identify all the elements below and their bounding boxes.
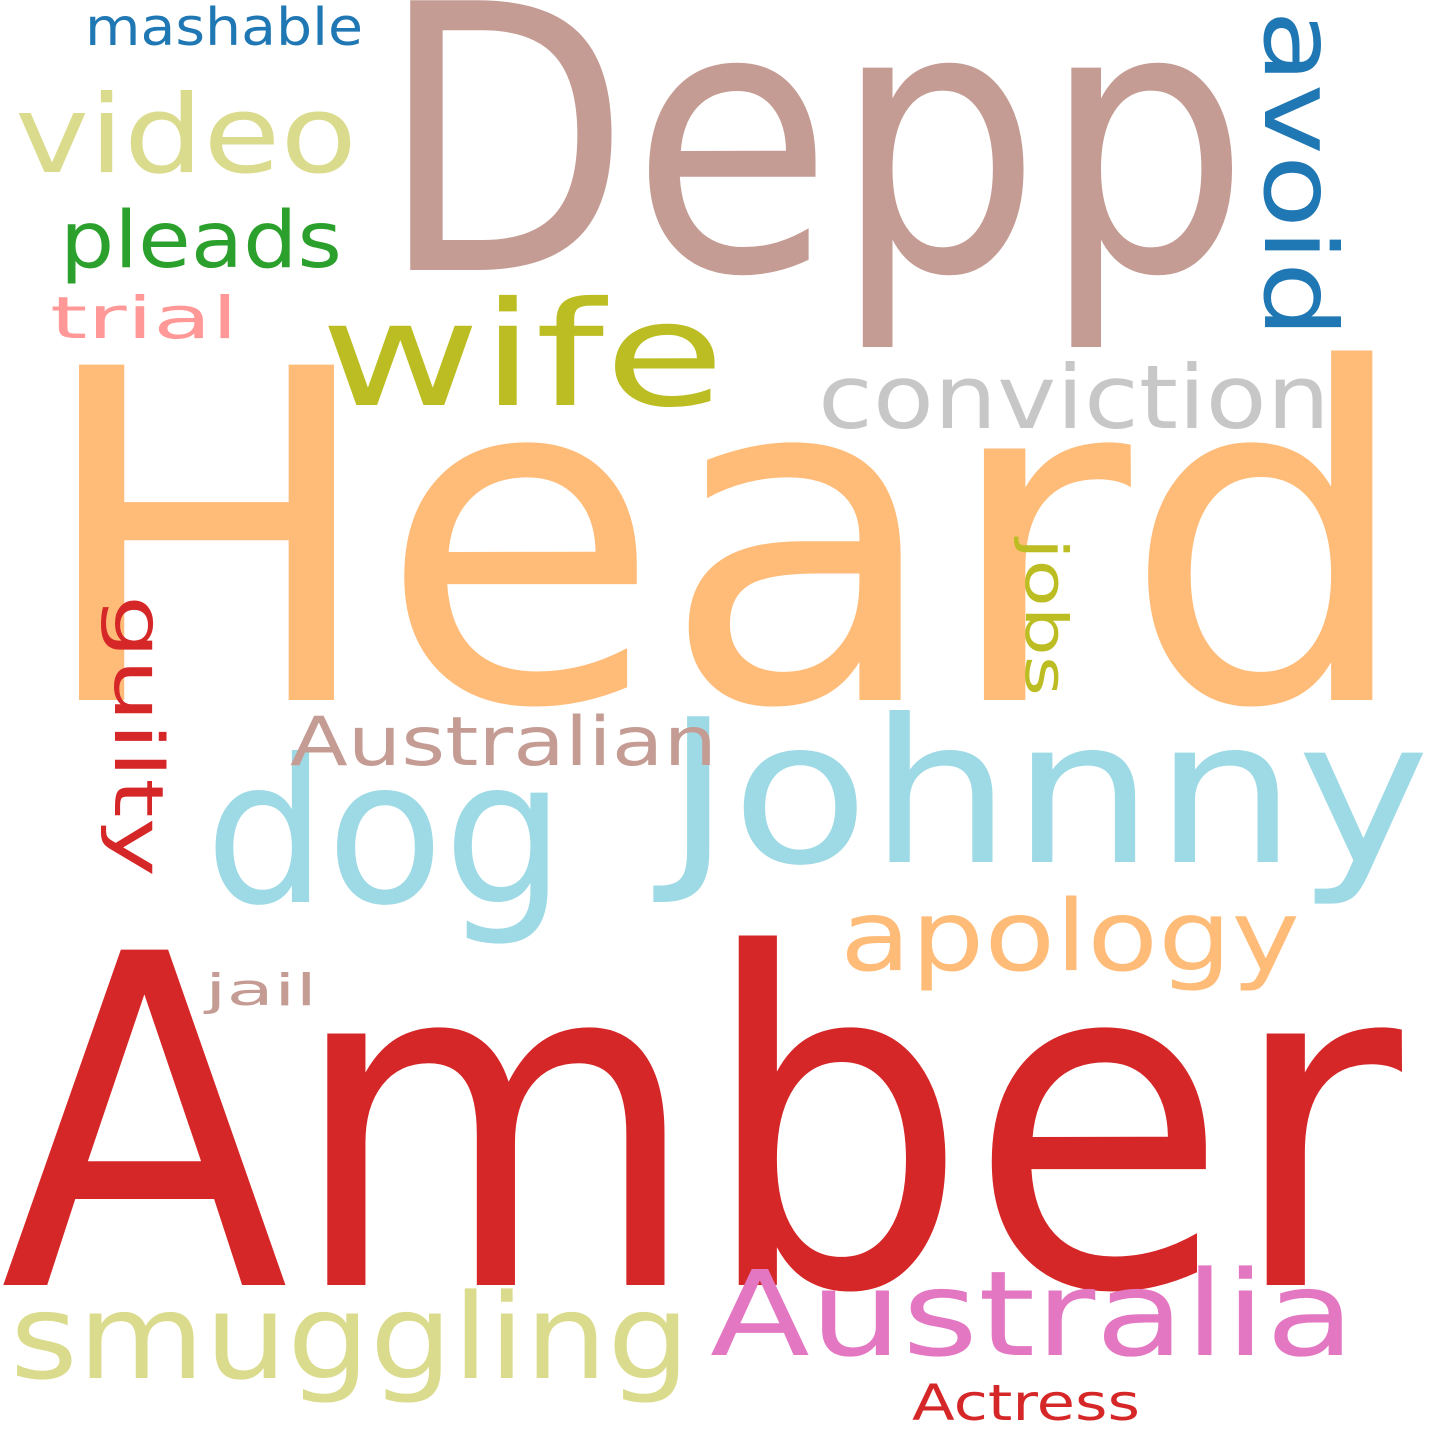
word-guilty: guilty	[98, 595, 177, 877]
word-johnny: Johnny	[653, 677, 1430, 910]
word-pleads: pleads	[60, 196, 342, 286]
word-heard: Heard	[34, 274, 1414, 809]
word-conviction: conviction	[818, 346, 1330, 449]
word-jobs: jobs	[1012, 535, 1080, 696]
word-dog: dog	[205, 717, 565, 950]
word-australian: Australian	[290, 703, 717, 782]
word-avoid: avoid	[1241, 10, 1358, 338]
word-mashable: mashable	[85, 0, 363, 58]
word-actress: Actress	[912, 1374, 1140, 1432]
word-depp: Depp	[378, 0, 1250, 358]
word-jail: jail	[203, 965, 317, 1016]
word-apology: apology	[840, 880, 1300, 994]
word-wife: wife	[320, 271, 725, 440]
word-trial: trial	[50, 284, 238, 352]
word-amber: Amber	[0, 859, 1407, 1394]
word-australia: Australia	[710, 1245, 1355, 1383]
word-smuggling: smuggling	[10, 1268, 690, 1406]
word-video: video	[15, 73, 357, 198]
